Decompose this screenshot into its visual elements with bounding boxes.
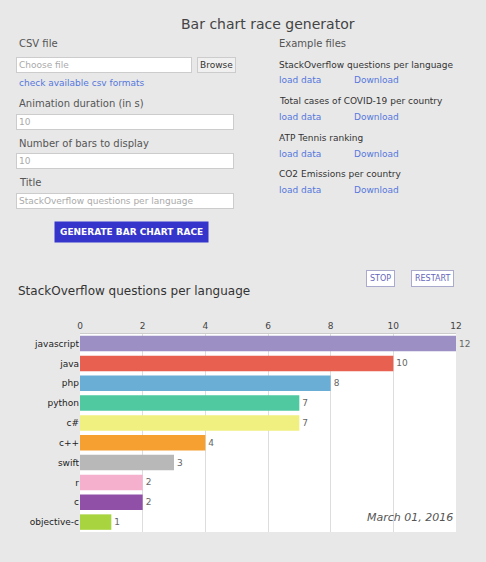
svg-text:12: 12 — [459, 339, 470, 349]
svg-text:objective-c: objective-c — [30, 517, 79, 527]
svg-text:10: 10 — [396, 358, 408, 368]
svg-text:4: 4 — [202, 321, 208, 331]
svg-text:12: 12 — [450, 321, 461, 331]
svg-text:Animation duration (in s): Animation duration (in s) — [19, 98, 144, 109]
svg-text:10: 10 — [19, 156, 31, 166]
svg-text:c: c — [74, 497, 79, 507]
svg-text:python: python — [48, 398, 79, 408]
svg-text:Download: Download — [354, 112, 399, 122]
svg-text:load data: load data — [279, 75, 321, 85]
svg-text:StackOverflow questions per la: StackOverflow questions per language — [18, 284, 250, 298]
svg-text:Bar chart race generator: Bar chart race generator — [181, 16, 355, 32]
svg-text:7: 7 — [302, 398, 308, 408]
svg-text:Total cases of COVID-19 per co: Total cases of COVID-19 per country — [279, 96, 443, 106]
svg-text:load data: load data — [279, 185, 321, 195]
svg-text:Download: Download — [354, 185, 399, 195]
svg-text:ATP Tennis ranking: ATP Tennis ranking — [279, 133, 363, 143]
svg-text:8: 8 — [334, 378, 340, 388]
svg-text:10: 10 — [388, 321, 400, 331]
svg-text:Download: Download — [354, 149, 399, 159]
svg-text:Example files: Example files — [279, 38, 346, 49]
svg-text:c#: c# — [67, 418, 80, 428]
svg-text:StackOverflow questions per la: StackOverflow questions per language — [19, 196, 194, 206]
svg-text:Number of bars to display: Number of bars to display — [19, 138, 149, 149]
svg-text:Choose file: Choose file — [19, 60, 69, 70]
svg-text:3: 3 — [177, 458, 183, 468]
svg-text:STOP: STOP — [370, 274, 391, 283]
svg-text:RESTART: RESTART — [415, 274, 450, 283]
svg-text:8: 8 — [328, 321, 334, 331]
svg-text:CSV file: CSV file — [19, 38, 58, 49]
svg-text:7: 7 — [302, 418, 308, 428]
svg-text:Download: Download — [354, 75, 399, 85]
svg-text:2: 2 — [146, 477, 152, 487]
svg-text:4: 4 — [208, 438, 214, 448]
svg-text:Title: Title — [19, 177, 41, 188]
svg-text:StackOverflow questions per la: StackOverflow questions per language — [279, 60, 454, 70]
svg-text:0: 0 — [77, 321, 83, 331]
svg-text:6: 6 — [265, 321, 271, 331]
svg-text:Browse: Browse — [200, 60, 233, 70]
svg-text:check available csv formats: check available csv formats — [19, 78, 145, 88]
svg-text:load data: load data — [279, 149, 321, 159]
svg-text:GENERATE BAR CHART RACE: GENERATE BAR CHART RACE — [60, 227, 203, 237]
svg-text:CO2 Emissions per country: CO2 Emissions per country — [279, 169, 401, 179]
svg-text:swift: swift — [58, 458, 80, 468]
svg-text:load data: load data — [279, 112, 321, 122]
svg-text:r: r — [75, 478, 79, 488]
svg-text:March 01, 2016: March 01, 2016 — [367, 511, 453, 524]
svg-text:php: php — [62, 378, 79, 388]
svg-text:c++: c++ — [59, 438, 79, 448]
svg-text:2: 2 — [146, 497, 152, 507]
svg-text:java: java — [59, 359, 79, 369]
svg-text:1: 1 — [114, 517, 120, 527]
svg-text:2: 2 — [140, 321, 146, 331]
svg-text:javascript: javascript — [34, 339, 79, 349]
svg-text:10: 10 — [19, 117, 31, 127]
